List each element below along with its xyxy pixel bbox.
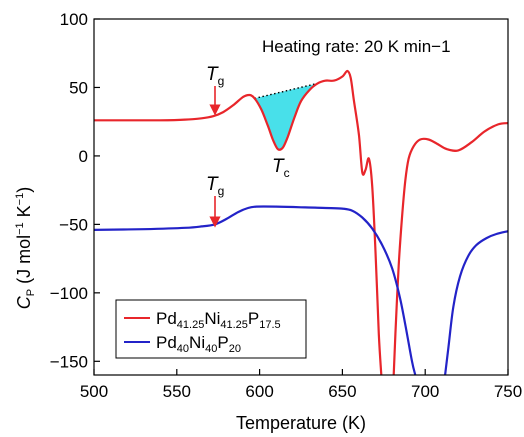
y-axis-title: CP (J mol−1 K−1) [14,187,37,309]
legend-label-series-1: Pd41.25Ni41.25P17.5 [156,309,281,331]
series-2-line [94,205,417,375]
x-tick-label: 500 [80,382,108,401]
crystallization-peak-fill [254,83,318,150]
crystallization-fill-layer [254,82,318,150]
legend: Pd41.25Ni41.25P17.5 Pd40Ni40P20 [115,299,307,359]
y-tick-label: 0 [79,147,88,166]
legend-label-series-2: Pd40Ni40P20 [156,333,241,355]
tg-label-lower: Tg [206,174,224,198]
x-axis-title: Temperature (K) [236,413,366,433]
x-tick-label: 750 [494,382,522,401]
series-2-line-return [444,230,508,375]
x-tick-label: 650 [328,382,356,401]
y-tick-label: −100 [50,284,88,303]
y-tick-label: −150 [50,352,88,371]
tick-layer: 500 550 600 650 700 750 −150 −100 −50 0 50 100 [50,10,522,401]
baseline-dotted-line [254,82,318,100]
y-tick-label: 50 [69,78,88,97]
series-1-line [94,69,383,375]
x-tick-label: 700 [411,382,439,401]
heating-rate-annotation: Heating rate: 20 K min−1 [262,37,451,56]
plot-frame [93,18,509,376]
x-tick-label: 550 [163,382,191,401]
y-tick-label: −50 [59,215,88,234]
tg-label-upper: Tg [206,64,224,88]
x-tick-label: 600 [245,382,273,401]
series-1-line-return [392,122,508,375]
legend-box [115,299,307,359]
series-layer [94,69,508,375]
y-tick-label: 100 [60,10,88,29]
tc-label: Tc [272,156,290,180]
